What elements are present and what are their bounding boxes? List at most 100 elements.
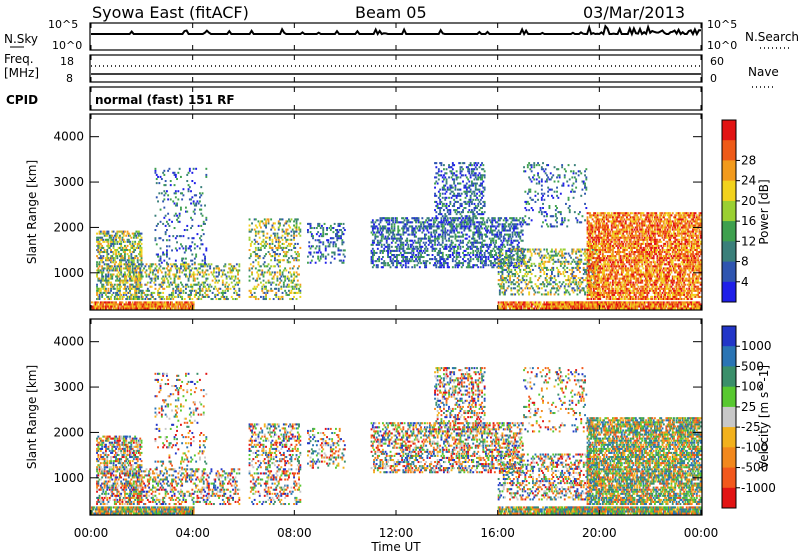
- power-cell-3503: [492, 233, 495, 236]
- power-cell-4634: [507, 281, 510, 284]
- power-cell-911: [138, 230, 140, 233]
- power-cell-714: [124, 259, 126, 262]
- power-cell-2968: [431, 249, 434, 252]
- power-cell-479: [107, 240, 110, 243]
- power-cell-3506: [492, 219, 495, 222]
- power-cell-4635: [507, 275, 510, 278]
- power-cell-1640: [176, 214, 178, 217]
- power-cell-4790: [530, 273, 533, 276]
- power-cell-3818: [439, 198, 442, 201]
- power-cell-2536: [383, 247, 386, 250]
- power-cell-2995: [434, 235, 436, 238]
- power-cell-3518: [493, 225, 496, 228]
- power-cell-1196: [174, 291, 177, 294]
- power-cell-1126: [160, 271, 163, 274]
- power-cell-2241: [296, 251, 299, 254]
- power-cells: [91, 162, 702, 310]
- power-cell-2224: [295, 257, 298, 260]
- power-cell-1935: [266, 289, 269, 292]
- power-cell-676: [121, 249, 124, 252]
- power-cell-375: [101, 275, 104, 278]
- power-cell-2195: [293, 259, 295, 262]
- power-cell-481: [107, 232, 110, 235]
- power-cell-4089: [471, 202, 473, 205]
- power-cell-2249: [298, 255, 300, 258]
- power-cell-1189: [173, 279, 176, 282]
- power-cell-4920: [553, 277, 556, 280]
- power-cell-1063: [149, 277, 152, 280]
- power-cell-3998: [460, 211, 463, 214]
- power-cell-2080: [281, 249, 284, 252]
- power-cell-4624: [505, 252, 508, 255]
- power-cell-2286: [312, 255, 314, 258]
- power-cell-242: [177, 305, 180, 308]
- power-cell-3569: [498, 217, 501, 220]
- power-cell-25: [99, 303, 102, 306]
- power-cell-3042: [439, 243, 442, 246]
- power-cell-3774: [521, 217, 524, 220]
- power-cell-1833: [254, 240, 257, 243]
- power-cell-4876: [547, 291, 550, 294]
- power-cell-2120: [285, 238, 288, 241]
- power-cell-1576: [163, 198, 166, 201]
- power-cell-2131: [286, 261, 289, 264]
- power-cell-3357: [476, 217, 478, 220]
- power-cell-1183: [172, 287, 175, 290]
- power-cell-3117: [448, 237, 450, 240]
- power-cell-3535: [496, 256, 499, 259]
- power-cell-3610: [504, 217, 506, 220]
- power-cell-3630: [506, 233, 509, 236]
- power-cell-2855: [417, 237, 420, 240]
- power-cell-2301: [317, 251, 320, 254]
- power-cell-2494: [378, 231, 381, 234]
- power-cell-4605: [502, 279, 505, 282]
- power-cell-3654: [509, 229, 511, 232]
- power-cell-1899: [262, 257, 265, 260]
- power-cell-4759: [525, 262, 528, 265]
- power-cell-3224: [460, 262, 463, 265]
- power-cell-3651: [509, 243, 511, 246]
- power-cell-3173: [454, 235, 457, 238]
- power-cell-36: [103, 305, 106, 308]
- power-cell-1719: [192, 200, 195, 203]
- power-cell-4039: [465, 188, 468, 191]
- power-cell-2116: [285, 253, 288, 256]
- power-cell-462: [107, 287, 110, 290]
- power-cell-1924: [265, 281, 267, 284]
- power-cell-3830: [440, 174, 443, 177]
- power-cell-3566: [498, 231, 501, 234]
- power-cell-3605: [504, 233, 506, 236]
- power-cell-2225: [295, 253, 298, 256]
- power-cell-1998: [274, 265, 276, 268]
- power-cell-1915: [263, 246, 266, 249]
- power-cell-3219: [459, 225, 462, 228]
- power-cell-540: [112, 273, 115, 276]
- power-cell-2783: [410, 245, 412, 248]
- power-cell-1429: [218, 279, 220, 282]
- power-cell-227: [171, 305, 173, 308]
- power-cell-4545: [620, 301, 623, 304]
- power-cell-4264: [512, 305, 515, 308]
- power-cell-3979: [458, 182, 461, 185]
- power-cell-2300: [317, 255, 320, 258]
- power-cell-4126: [473, 164, 476, 167]
- power-cell-2306: [318, 259, 321, 262]
- power-cell-711: [124, 271, 126, 274]
- power-cell-2472: [375, 243, 378, 246]
- power-cell-4625: [506, 287, 509, 290]
- power-cell-1594: [166, 245, 168, 248]
- power-cell-4261: [511, 303, 514, 306]
- power-cell-182: [154, 301, 157, 304]
- power-cell-4134: [474, 186, 477, 189]
- power-cell-4965: [561, 252, 564, 255]
- power-cell-573: [115, 275, 117, 278]
- power-cell-1543: [155, 182, 158, 185]
- power-cell-2989: [434, 249, 436, 252]
- power-cell-3311: [472, 258, 475, 261]
- power-cell-438: [106, 283, 109, 286]
- power-cell-3698: [514, 249, 517, 252]
- power-cell-3067: [441, 229, 444, 232]
- power-cell-3704: [514, 223, 517, 226]
- power-cell-41: [105, 301, 107, 304]
- power-cell-567: [113, 238, 116, 241]
